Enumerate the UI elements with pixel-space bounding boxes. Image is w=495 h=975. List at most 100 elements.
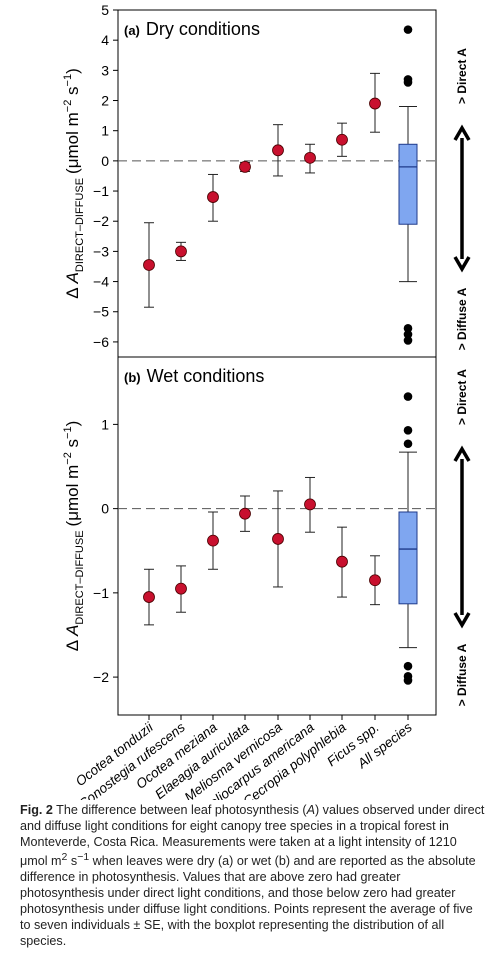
species-point-group [272,490,284,588]
species-point-group [336,526,348,598]
caption-italic-a: A [306,803,315,817]
y-tick-label: −4 [93,274,109,290]
y-tick-label: −1 [93,183,109,199]
outlier-point [403,324,413,333]
y-tick-label: 0 [101,501,109,517]
species-point-group [239,495,251,532]
caption-text-4: when leaves were dry (a) or wet (b) and … [20,854,476,948]
box-iqr [398,143,418,225]
species-point-group [304,143,316,174]
species-point-group [143,568,155,626]
y-label-a: A [63,272,82,284]
caption-exp-minus1: −1 [77,851,90,864]
y-label-unit: (μmol m [63,112,82,174]
y-label-subscript: DIRECT–DIFFUSE [74,178,86,272]
direction-arrow [453,124,471,273]
y-tick-label: 3 [101,62,109,78]
outlier-point [403,336,413,345]
species-point-group [272,124,284,177]
y-label-exp2: −1 [62,74,74,87]
panel-label: (b) [124,370,141,385]
species-point-group [207,173,219,222]
y-tick-label: 5 [101,2,109,18]
y-tick-label: −2 [93,669,109,685]
mean-point [239,507,251,520]
y-label-unit: (μmol m [63,465,82,527]
mean-point [272,533,284,545]
outlier-point [403,78,413,87]
annotation-direct-a: > Direct A [455,48,469,104]
y-label-delta: Δ [63,287,82,298]
mean-point [336,133,348,146]
y-label-exp2: −1 [62,426,74,439]
arrow-head-down [453,612,471,629]
y-label-unit-close: ) [63,68,82,74]
outlier-point [403,676,413,685]
mean-point [239,161,251,173]
y-label-a: A [63,625,82,637]
panel-title-text: Dry conditions [146,19,260,39]
species-point-group [207,511,219,570]
y-tick-label: −5 [93,304,109,320]
y-label-unit-s: s [63,86,82,99]
plot-frame [117,356,437,716]
all-species-boxplot [398,392,418,685]
outlier-point [403,661,413,671]
plot-frame [117,9,437,358]
y-label-unit-s: s [63,439,82,452]
panel-title-text: Wet conditions [147,366,265,386]
panel-a-dry-conditions: −6 −5 −4 −3 −2 −1 0 1 2 3 4 5 (a) Dry conditions ΔADIR… [62,2,471,358]
species-point-group [304,476,316,533]
species-point-group [369,555,381,606]
y-label-delta: Δ [63,640,82,651]
y-label-unit-close: ) [63,421,82,427]
outlier-point [403,425,413,435]
annotation-direct-a: > Direct A [455,369,469,425]
y-tick-label: 1 [101,416,109,432]
y-label-subscript: DIRECT–DIFFUSE [74,530,86,624]
y-tick-label: 0 [101,153,109,169]
mean-point [304,151,316,164]
annotation-diffuse-a: > Diffuse A [455,287,469,350]
figure-caption: Fig. 2 The difference between leaf photo… [20,803,486,949]
mean-point [175,245,187,258]
y-tick-label: 2 [101,93,109,109]
panel-b-wet-conditions: −2 −1 0 1 (b) Wet conditions ΔADIRECT–DIFFUSE (… [62,356,471,716]
caption-text-1: The difference between leaf photosynthes… [52,803,307,817]
panel-label: (a) [124,23,140,38]
annotation-diffuse-a: > Diffuse A [455,643,469,706]
caption-text-2: ) values observed under direct and diffu… [20,803,485,869]
arrow-head-up [453,124,471,141]
mean-point [304,498,316,511]
panel-title: (b) Wet conditions [124,366,264,386]
outlier-point [403,392,413,401]
mean-point [207,534,219,547]
species-point-group [175,241,187,261]
species-point-group [369,72,381,133]
y-tick-label: 4 [101,32,109,48]
y-axis-label: ΔADIRECT–DIFFUSE (μmol m−2 s−1) [62,421,86,652]
panel-title: (a) Dry conditions [124,19,260,39]
mean-point [369,574,381,587]
species-point-group [239,161,251,173]
species-point-group [175,565,187,613]
y-label-exp1: −2 [62,100,74,113]
outlier-point [403,25,413,34]
species-point-group [336,122,348,157]
arrow-head-down [453,256,471,273]
outlier-point [403,330,413,339]
all-species-boxplot [398,25,418,345]
y-tick-label: −1 [93,585,109,601]
mean-point [272,144,284,157]
species-point-group [143,222,155,308]
box-iqr [398,511,418,605]
mean-point [336,555,348,568]
y-tick-label: 1 [101,123,109,139]
outlier-point [403,439,413,449]
y-tick-label: −3 [93,243,109,259]
mean-point [175,582,187,595]
y-label-exp1: −2 [62,452,74,465]
y-tick-label: −2 [93,213,109,229]
